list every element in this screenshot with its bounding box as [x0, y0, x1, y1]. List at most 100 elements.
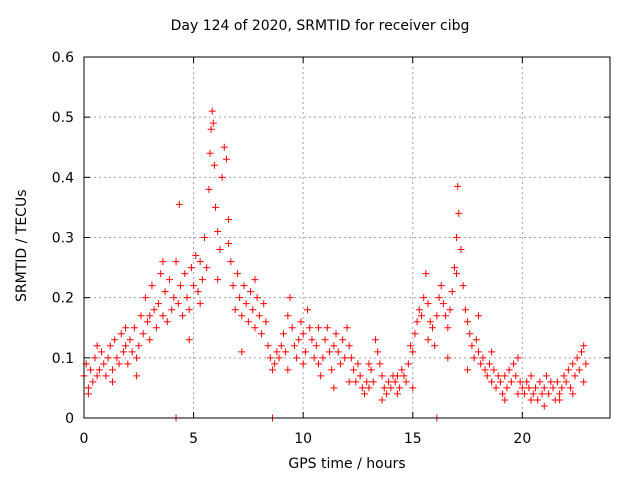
data-point [536, 378, 544, 386]
data-point [198, 276, 206, 284]
data-point [483, 372, 491, 380]
data-point [315, 324, 323, 332]
data-point [411, 330, 419, 338]
data-point [404, 360, 412, 368]
data-point [514, 390, 522, 398]
data-points [80, 107, 590, 422]
y-tick-label: 0 [65, 411, 74, 427]
data-point [503, 384, 511, 392]
data-point [150, 306, 158, 314]
data-point [297, 318, 305, 326]
data-point [485, 360, 493, 368]
data-point [339, 336, 347, 344]
data-point [510, 360, 518, 368]
data-point [113, 354, 121, 362]
data-point [222, 155, 230, 163]
data-point [275, 354, 283, 362]
data-point [183, 294, 191, 302]
data-point [133, 372, 141, 380]
data-point [501, 372, 509, 380]
data-point [168, 306, 176, 314]
data-point [540, 384, 548, 392]
data-point [523, 378, 531, 386]
data-point [468, 342, 476, 350]
data-point [534, 396, 542, 404]
data-point [108, 366, 116, 374]
data-point [433, 312, 441, 320]
data-point [475, 312, 482, 320]
data-point [255, 312, 263, 320]
data-point [402, 378, 410, 386]
data-point [527, 372, 535, 380]
data-point [380, 384, 388, 392]
data-point [288, 324, 296, 332]
data-point [580, 378, 588, 386]
data-point [477, 360, 485, 368]
data-point [367, 366, 375, 374]
data-point [374, 348, 382, 356]
data-point [84, 384, 92, 392]
data-point [251, 324, 259, 332]
data-point [196, 300, 204, 308]
data-point [540, 402, 548, 410]
data-point [376, 360, 384, 368]
data-point [209, 119, 217, 127]
data-point [159, 258, 167, 266]
data-point [582, 360, 590, 368]
data-point [319, 354, 327, 362]
data-point [240, 282, 248, 290]
data-point [470, 354, 478, 362]
data-point [207, 125, 215, 133]
data-point [492, 384, 500, 392]
data-point [525, 384, 533, 392]
data-point [236, 294, 244, 302]
data-point [214, 227, 222, 235]
data-point [161, 288, 169, 296]
y-tick-label: 0.1 [52, 351, 74, 367]
data-point [111, 336, 119, 344]
data-point [98, 348, 106, 356]
data-point [91, 354, 99, 362]
data-point [365, 384, 373, 392]
data-point [418, 312, 426, 320]
data-point [542, 372, 550, 380]
y-tick-label: 0.3 [52, 231, 74, 247]
data-point [268, 366, 276, 374]
data-point [185, 336, 193, 344]
data-point [106, 342, 114, 350]
data-point [216, 246, 224, 254]
x-tick-label: 10 [294, 431, 312, 447]
data-point [461, 306, 469, 314]
data-point [89, 378, 97, 386]
data-point [242, 300, 250, 308]
data-point [117, 330, 125, 338]
data-point [146, 336, 154, 344]
data-point [393, 390, 401, 398]
y-tick-label: 0.5 [52, 110, 74, 126]
data-point [104, 354, 112, 362]
data-point [124, 360, 132, 368]
data-point [420, 294, 428, 302]
data-point [413, 318, 421, 326]
data-point [332, 330, 340, 338]
data-point [553, 378, 561, 386]
data-point [365, 360, 373, 368]
data-point [343, 324, 351, 332]
grid-lines [84, 57, 610, 418]
data-point [409, 384, 417, 392]
data-point [529, 390, 537, 398]
data-point [194, 288, 202, 296]
data-point [428, 324, 436, 332]
data-point [179, 312, 187, 320]
data-point [398, 366, 406, 374]
data-point [225, 240, 233, 248]
data-point [95, 366, 103, 374]
y-tick-label: 0.2 [52, 291, 74, 307]
data-point [310, 354, 318, 362]
data-point [547, 378, 555, 386]
data-point [378, 396, 386, 404]
data-point [206, 149, 214, 157]
data-point [84, 390, 92, 398]
data-point [494, 372, 502, 380]
data-point [87, 366, 95, 374]
